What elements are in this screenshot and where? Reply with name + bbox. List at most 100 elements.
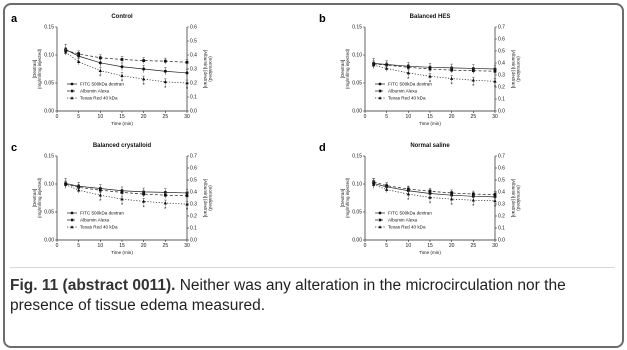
x-tick-label: 0: [364, 243, 367, 249]
data-point: [98, 193, 103, 197]
y2-tick-label: 0.6: [498, 37, 505, 43]
x-tick-label: 15: [427, 114, 433, 120]
data-point: [120, 65, 124, 69]
data-point: [493, 193, 497, 197]
caption-label: Fig. 11 (abstract 0011).: [10, 277, 176, 294]
legend-marker: [70, 96, 74, 100]
legend-marker: [378, 89, 382, 93]
y2-tick-label: 0.2: [498, 85, 505, 91]
significance-marker: *: [494, 205, 497, 211]
legend-label: Albumin Alexa: [80, 89, 110, 94]
y2-tick-label: 0.7: [498, 25, 505, 31]
y2-axis-label: (normalized): [208, 56, 213, 82]
x-tick-label: 15: [427, 243, 433, 249]
y-axis-label: (mg/ml/mg injected): [37, 48, 42, 89]
significance-marker: *: [164, 207, 167, 213]
y2-tick-label: 0.4: [190, 190, 197, 196]
chart-svg-b: b Balanced HES 0.00 0.05 0.10 0.15 0.0 0.1 0.2 0.…: [319, 13, 521, 126]
y-tick-label: 0.05: [352, 210, 362, 216]
data-point: [449, 197, 454, 201]
data-point: [450, 191, 454, 195]
significance-marker: *: [407, 198, 410, 204]
data-point: [120, 58, 124, 61]
legend-marker: [70, 82, 74, 86]
panel-letter: c: [11, 142, 17, 154]
data-point: [142, 59, 146, 62]
data-point: [98, 56, 102, 60]
legend-label: Texas Red 40 kDa: [80, 96, 118, 101]
series-line: [65, 183, 188, 194]
panel-letter: d: [319, 142, 326, 154]
significance-marker: *: [99, 75, 102, 81]
y2-tick-label: 0.5: [190, 178, 197, 184]
series-line: [65, 50, 188, 63]
data-point: [63, 182, 68, 186]
x-tick-label: 10: [98, 114, 104, 120]
data-point: [76, 188, 81, 192]
x-tick-label: 25: [471, 114, 477, 120]
significance-marker: *: [472, 204, 475, 210]
data-point: [185, 81, 189, 85]
data-point: [428, 67, 432, 71]
legend-marker: [378, 82, 382, 86]
x-tick-label: 20: [449, 114, 455, 120]
y2-axis-label: [Albumin] [dextran]: [203, 179, 208, 217]
data-point: [76, 59, 81, 64]
y-axis-label: [Dextran]: [340, 189, 345, 208]
x-tick-label: 30: [184, 114, 190, 120]
y2-tick-label: 0.3: [190, 202, 197, 208]
y2-tick-label: 0.4: [190, 53, 197, 59]
y2-axis-label: [Albumin] [dextran]: [511, 179, 516, 217]
significance-marker: *: [429, 201, 432, 207]
y-tick-label: 0.05: [44, 81, 54, 87]
panel-title: Normal saline: [410, 143, 450, 149]
series-line: [65, 51, 188, 84]
panel-title: Control: [111, 14, 133, 20]
y2-tick-label: 0.1: [498, 226, 505, 232]
legend-marker: [378, 218, 382, 222]
x-tick-label: 0: [364, 114, 367, 120]
y-axis-label: [Dextran]: [340, 60, 345, 79]
legend-label: Albumin Alexa: [388, 218, 418, 223]
data-point: [471, 198, 476, 202]
x-tick-label: 20: [141, 114, 147, 120]
y2-tick-label: 0.0: [190, 109, 197, 115]
x-tick-label: 25: [163, 243, 169, 249]
data-point: [406, 192, 411, 196]
data-point: [120, 197, 124, 201]
x-tick-label: 30: [492, 114, 498, 120]
significance-marker: *: [472, 84, 475, 90]
data-point: [185, 60, 189, 64]
chart-panel-c: c Balanced crystalloid 0.00 0.05 0.10 0.15 0.0…: [9, 138, 309, 264]
y2-axis-label: [Albumin] [dextran]: [511, 50, 516, 88]
legend-label: Albumin Alexa: [388, 89, 418, 94]
x-tick-label: 25: [163, 114, 169, 120]
data-point: [493, 199, 497, 203]
significance-marker: *: [164, 86, 167, 92]
y-tick-label: 0.15: [352, 154, 362, 160]
data-point: [142, 67, 146, 71]
y2-tick-label: 0.4: [498, 61, 505, 67]
x-tick-label: 5: [385, 243, 388, 249]
significance-marker: *: [121, 80, 124, 86]
y2-tick-label: 0.1: [190, 226, 197, 232]
series-line: [373, 183, 496, 198]
data-point: [163, 69, 167, 73]
series-line: [65, 183, 188, 197]
x-tick-label: 30: [184, 243, 190, 249]
y-axis-label: (mg/ml/mg injected): [345, 48, 350, 89]
y2-tick-label: 0.5: [498, 49, 505, 55]
legend-marker: [70, 218, 74, 222]
series-line: [65, 49, 188, 74]
data-point: [371, 182, 376, 186]
data-point: [450, 68, 454, 72]
legend-label: FITC 500kDa dextran: [80, 82, 124, 87]
legend-marker: [378, 225, 382, 229]
data-point: [163, 80, 168, 84]
x-axis-label: Time (min): [419, 250, 441, 255]
y-axis-label: [Dextran]: [32, 60, 37, 79]
y2-tick-label: 0.5: [498, 178, 505, 184]
significance-marker: *: [186, 208, 189, 214]
series-line: [65, 184, 188, 205]
panel-title: Balanced HES: [410, 14, 451, 20]
